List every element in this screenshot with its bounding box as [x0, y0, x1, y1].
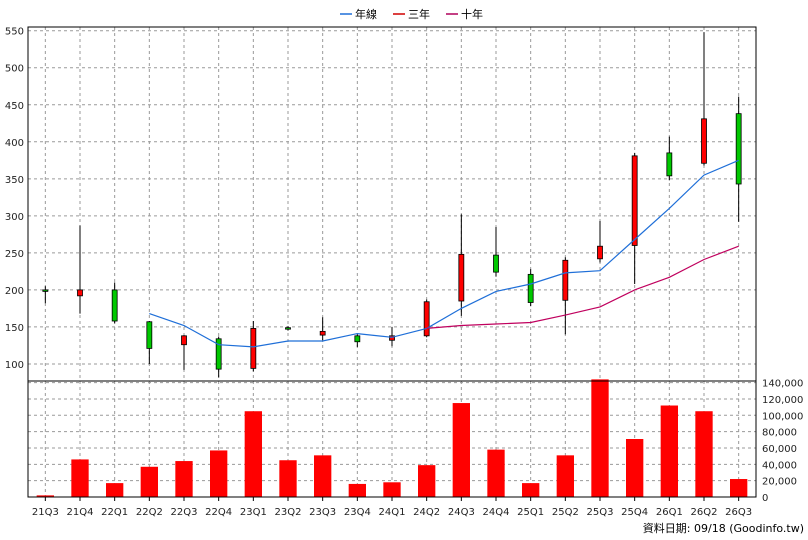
volume-bar	[106, 483, 124, 497]
x-tick-label: 24Q1	[379, 507, 406, 518]
volume-bar	[279, 460, 297, 497]
price-tick-label: 500	[5, 64, 24, 75]
price-tick-label: 100	[5, 360, 24, 371]
candle-body	[597, 245, 603, 260]
volume-tick-label: 80,000	[762, 428, 797, 439]
candle-body	[562, 259, 569, 301]
volume-bar	[626, 439, 644, 497]
volume-bar	[591, 379, 609, 497]
volume-bar	[487, 449, 505, 497]
line-十年	[426, 245, 739, 329]
x-tick-label: 25Q2	[552, 507, 579, 518]
line-年線	[149, 159, 739, 348]
x-tick-label: 24Q3	[448, 507, 475, 518]
x-tick-label: 23Q2	[275, 507, 302, 518]
x-tick-label: 25Q1	[517, 507, 544, 518]
candle-body	[42, 289, 49, 292]
x-tick-label: 24Q2	[413, 507, 440, 518]
price-tick-label: 350	[5, 175, 24, 186]
x-tick-label: 22Q4	[205, 507, 232, 518]
candle-body	[354, 335, 361, 343]
x-tick-label: 23Q1	[240, 507, 267, 518]
volume-bar	[730, 479, 748, 497]
legend-label: 年線	[355, 7, 377, 21]
price-axis: 100 150 200 250 300 350 400 450 500 550	[5, 27, 24, 371]
volume-tick-label: 40,000	[762, 460, 797, 471]
moving-average-lines	[149, 159, 739, 348]
volume-bar	[522, 483, 540, 497]
candle-body	[631, 155, 638, 246]
volume-bar	[244, 411, 262, 497]
volume-bar	[695, 411, 713, 497]
volume-bar	[314, 455, 332, 497]
candle-body	[319, 330, 326, 336]
volume-panel-frame	[27, 380, 757, 498]
x-tick-label: 23Q3	[309, 507, 336, 518]
candle-body	[146, 321, 153, 349]
volume-bar	[140, 466, 158, 497]
price-tick-label: 200	[5, 286, 24, 297]
x-tick-label: 25Q4	[621, 507, 648, 518]
candle-body	[77, 289, 83, 297]
candle-body	[493, 254, 499, 273]
volume-bar	[418, 465, 436, 497]
grid	[28, 27, 756, 497]
volume-bar	[210, 450, 228, 497]
price-tick-label: 450	[5, 101, 24, 112]
price-tick-label: 550	[5, 27, 24, 38]
x-tick-label: 21Q4	[67, 507, 94, 518]
x-tick-label: 22Q2	[136, 507, 163, 518]
x-tick-label: 25Q3	[587, 507, 614, 518]
x-axis: 21Q3 21Q4 22Q1 22Q2 22Q3 22Q4 23Q1 23Q2 23Q3 23Q4…	[32, 497, 752, 518]
candle-body	[735, 113, 742, 185]
candle-body	[527, 273, 534, 303]
volume-bar	[71, 459, 89, 497]
volume-bar	[383, 482, 401, 497]
x-tick-label: 26Q3	[725, 507, 752, 518]
candle-body	[250, 328, 257, 369]
volume-bar	[660, 405, 678, 497]
x-tick-label: 26Q1	[656, 507, 683, 518]
volume-bar	[175, 461, 193, 497]
legend-label: 十年	[461, 7, 483, 21]
x-tick-label: 21Q3	[32, 507, 59, 518]
volume-tick-label: 20,000	[762, 477, 797, 488]
price-tick-label: 150	[5, 323, 24, 334]
volume-bar	[556, 455, 574, 497]
price-tick-label: 300	[5, 212, 24, 223]
volume-axis: 0 20,000 40,000 60,000 80,000 100,000 120,000 1…	[762, 379, 803, 504]
legend-label: 三年	[408, 7, 430, 21]
volume-series	[36, 379, 748, 497]
candle-body	[423, 301, 430, 337]
candle-body	[666, 152, 673, 177]
volume-tick-label: 60,000	[762, 444, 797, 455]
x-tick-label: 22Q3	[171, 507, 198, 518]
x-tick-label: 23Q4	[344, 507, 371, 518]
x-tick-label: 26Q2	[691, 507, 718, 518]
volume-bar	[452, 403, 470, 497]
price-tick-label: 250	[5, 249, 24, 260]
volume-bar	[348, 483, 366, 497]
source-label: 資料日期: 09/18 (Goodinfo.tw)	[643, 521, 804, 535]
candle-body	[181, 335, 187, 346]
x-tick-label: 22Q1	[101, 507, 128, 518]
volume-tick-label: 120,000	[762, 395, 803, 406]
legend: 年線 三年 十年	[340, 7, 483, 21]
x-tick-label: 24Q4	[483, 507, 510, 518]
volume-tick-label: 0	[762, 493, 768, 504]
price-tick-label: 400	[5, 138, 24, 149]
candle-body	[701, 118, 707, 164]
candle-body	[458, 253, 465, 302]
candlestick-series	[42, 32, 742, 378]
candle-body	[111, 289, 118, 322]
candle-body	[285, 327, 291, 330]
volume-tick-label: 100,000	[762, 411, 803, 422]
candle-body	[215, 338, 222, 370]
volume-bar	[36, 495, 54, 497]
candle-body	[389, 335, 395, 341]
volume-tick-label: 140,000	[762, 379, 803, 390]
